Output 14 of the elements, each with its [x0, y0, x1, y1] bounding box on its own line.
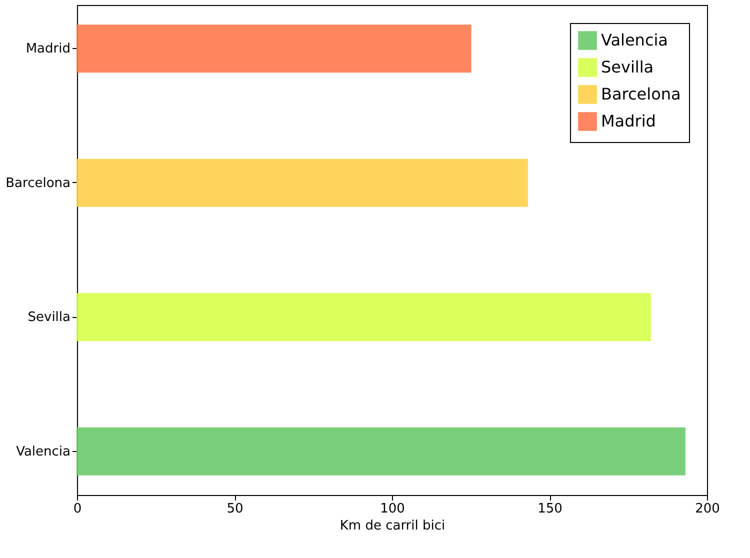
x-tick-label: 150	[538, 502, 562, 516]
legend-label: Valencia	[601, 30, 668, 50]
legend-label: Sevilla	[601, 58, 654, 76]
y-tick-label: Valencia	[16, 444, 70, 460]
y-tick-label: Madrid	[26, 42, 70, 57]
x-tick-label: 100	[380, 502, 405, 516]
x-tick-label: 200	[695, 502, 720, 516]
x-tick-label: 0	[73, 502, 82, 516]
x-axis-title: Km de carril bici	[340, 518, 446, 534]
legend-label: Madrid	[601, 112, 656, 130]
y-tick-label: Barcelona	[6, 176, 70, 191]
legend-label: Barcelona	[601, 84, 681, 104]
x-tick-label: 50	[226, 502, 244, 516]
y-tick-label: Sevilla	[28, 310, 70, 326]
